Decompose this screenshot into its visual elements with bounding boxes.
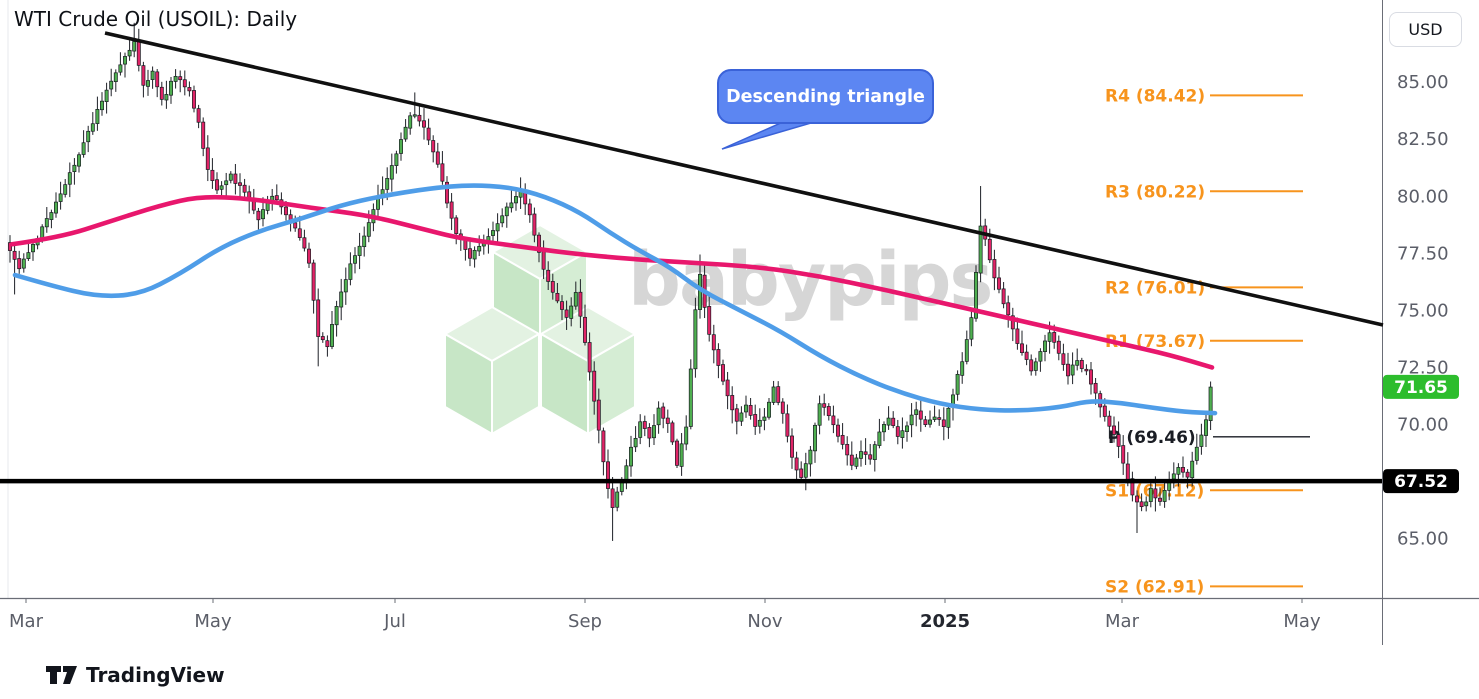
- y-axis-label: 72.50: [1397, 357, 1449, 378]
- watermark-cubes-icon: [442, 223, 638, 436]
- descending-trendline[interactable]: [104, 31, 1384, 327]
- y-axis-label: 65.00: [1397, 529, 1449, 550]
- moving-averages: [9, 183, 1218, 416]
- y-axis-label: 82.50: [1397, 129, 1449, 150]
- level-label-R2: R2 (76.01): [1105, 278, 1205, 298]
- y-axis[interactable]: 85.00 82.50 80.00 77.50 75.00 72.50 70.00 65.00…: [1383, 72, 1459, 550]
- y-axis-label: 70.00: [1397, 415, 1449, 436]
- x-axis-label: May: [194, 611, 232, 632]
- tradingview-icon: [46, 666, 77, 684]
- x-axis[interactable]: Mar May Jul Sep Nov 2025 Mar May: [9, 598, 1321, 632]
- x-axis-label: 2025: [920, 611, 970, 632]
- slow-ma-line[interactable]: [9, 194, 1215, 370]
- currency-button[interactable]: USD: [1389, 12, 1462, 47]
- price-levels: R4 (84.42)R3 (80.22)R2 (76.01)R1 (73.67)…: [1105, 86, 1310, 597]
- y-axis-label: 75.00: [1397, 300, 1449, 321]
- axis-frame: [0, 0, 1479, 645]
- tradingview-logo-text: TradingView: [86, 663, 225, 687]
- level-label-P: P (69.46): [1108, 428, 1196, 448]
- x-axis-label: May: [1283, 611, 1321, 632]
- x-axis-label: Nov: [747, 611, 782, 632]
- last-price-badge: [1383, 374, 1459, 399]
- x-axis-label: Sep: [568, 611, 602, 632]
- fast-ma-line[interactable]: [12, 183, 1218, 416]
- chart-pane[interactable]: R4 (84.42)R3 (80.22)R2 (76.01)R1 (73.67)…: [0, 0, 1479, 645]
- support-price-badge: [1383, 469, 1459, 494]
- tradingview-attribution[interactable]: TradingView: [46, 663, 225, 687]
- candles-series: [8, 22, 1213, 541]
- level-label-R3: R3 (80.22): [1105, 182, 1205, 202]
- x-axis-label: Jul: [383, 611, 406, 632]
- support-price-badge-text: 67.52: [1394, 472, 1448, 492]
- chart-title: WTI Crude Oil (USOIL): Daily: [14, 7, 298, 31]
- x-axis-label: Mar: [9, 611, 44, 632]
- level-label-R4: R4 (84.42): [1105, 86, 1205, 106]
- level-label-S2: S2 (62.91): [1105, 577, 1204, 597]
- y-axis-label: 85.00: [1397, 72, 1449, 93]
- x-axis-label: Mar: [1105, 611, 1140, 632]
- y-axis-label: 80.00: [1397, 186, 1449, 207]
- descending-triangle-callout[interactable]: Descending triangle: [717, 69, 934, 124]
- y-axis-label: 77.50: [1397, 243, 1449, 264]
- last-price-badge-text: 71.65: [1394, 378, 1448, 398]
